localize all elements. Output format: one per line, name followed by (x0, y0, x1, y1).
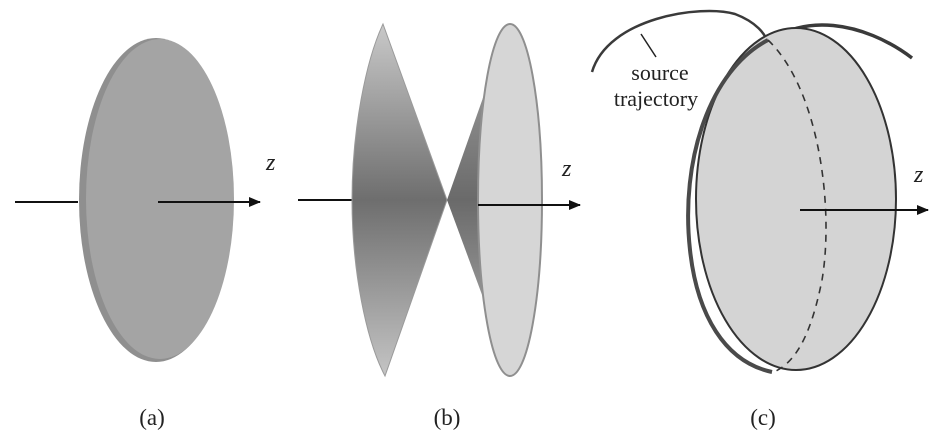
annotation-source: source (631, 60, 688, 85)
disk-a (86, 39, 234, 359)
caption-a: (a) (139, 405, 165, 430)
annotation-leader (640, 33, 657, 58)
z-label-a: z (265, 150, 276, 176)
sphere-disk (695, 27, 897, 371)
panel-c: z source trajectory (c) (590, 9, 929, 430)
z-label-c: z (913, 162, 924, 188)
hidden-meridian (767, 39, 827, 372)
panel-a: z (a) (15, 38, 276, 430)
cone-left (351, 22, 448, 378)
cone-right-base (477, 23, 543, 377)
caption-b: (b) (434, 405, 461, 430)
annotation-trajectory: trajectory (614, 86, 698, 111)
caption-c: (c) (750, 405, 776, 430)
z-label-b: z (561, 156, 572, 182)
source-trajectory-ring (686, 38, 773, 374)
panel-b: z (b) (298, 22, 581, 430)
source-trajectory-arc (590, 9, 770, 73)
